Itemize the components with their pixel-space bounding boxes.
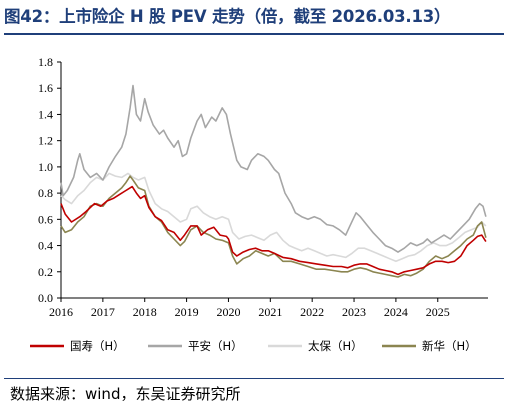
y-tick-label: 1.4 <box>38 107 53 121</box>
legend-label-0: 国寿（H） <box>70 339 125 353</box>
y-tick-label: 1.0 <box>38 160 53 174</box>
y-tick-label: 0.8 <box>38 186 53 200</box>
series-line-0 <box>60 185 487 276</box>
figure-title: 图42：上市险企 H 股 PEV 走势（倍，截至 2026.03.13） <box>4 7 451 26</box>
y-tick-label: 0.6 <box>38 212 53 226</box>
y-tick-label: 0.2 <box>38 265 53 279</box>
x-tick-label: 2025 <box>426 305 450 319</box>
data-source-note: 数据来源：wind，东吴证券研究所 <box>10 385 241 403</box>
series-line-1 <box>60 84 487 253</box>
series-line-2 <box>60 172 487 263</box>
x-tick-label: 2020 <box>216 305 240 319</box>
series-line-3 <box>60 175 487 278</box>
y-tick-label: 0.4 <box>38 239 53 253</box>
source-divider <box>4 378 504 379</box>
legend-label-3: 新华（H） <box>422 339 477 353</box>
chart-legend: 国寿（H） 平安（H） 太保（H） 新华（H） <box>30 339 477 353</box>
chart-axes: 0.0 0.2 0.4 0.6 0.8 1.0 1.2 1.4 1.6 1.8 2016 2017 20… <box>38 55 488 319</box>
title-divider <box>4 33 504 35</box>
x-tick-label: 2019 <box>175 305 199 319</box>
pev-line-chart: 0.0 0.2 0.4 0.6 0.8 1.0 1.2 1.4 1.6 1.8 2016 2017 20… <box>30 55 488 353</box>
legend-label-1: 平安（H） <box>188 339 243 353</box>
x-tick-label: 2021 <box>258 305 282 319</box>
y-tick-label: 1.6 <box>38 81 53 95</box>
y-tick-label: 1.8 <box>38 55 53 69</box>
chart-series-lines <box>60 84 487 278</box>
x-tick-label: 2024 <box>384 305 408 319</box>
y-tick-label: 1.2 <box>38 134 53 148</box>
x-tick-label: 2023 <box>342 305 366 319</box>
x-tick-label: 2018 <box>133 305 157 319</box>
x-tick-label: 2017 <box>91 305 115 319</box>
x-tick-label: 2022 <box>300 305 324 319</box>
y-tick-label: 0.0 <box>38 291 53 305</box>
x-tick-label: 2016 <box>49 305 73 319</box>
legend-label-2: 太保（H） <box>308 339 363 353</box>
